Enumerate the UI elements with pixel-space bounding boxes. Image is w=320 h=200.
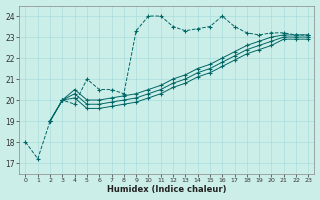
- X-axis label: Humidex (Indice chaleur): Humidex (Indice chaleur): [107, 185, 227, 194]
